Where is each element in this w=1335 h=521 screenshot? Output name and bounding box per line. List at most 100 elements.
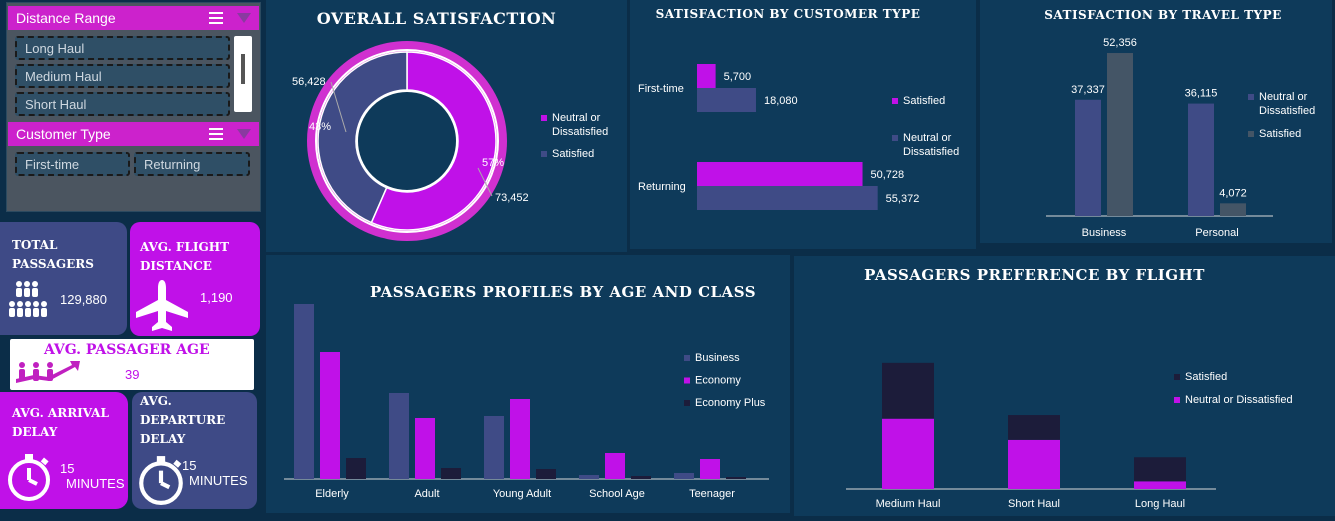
axis-label-adult: Adult xyxy=(414,488,439,500)
legend-label-neutral-or-dissatisfied: Neutral or Dissatisfied xyxy=(552,112,608,138)
flight-preference-chart: Medium Haul Short Haul Long Haul Satisfied N… xyxy=(846,362,1293,510)
legend-swatch-economy-plus xyxy=(684,400,690,406)
data-label-first-time-neutral-or-dissatisfied: 18,080 xyxy=(764,95,798,107)
axis-label-personal: Personal xyxy=(1195,227,1238,239)
legend-swatch-neutral-or-dissatisfied xyxy=(892,135,898,141)
legend-swatch-satisfied xyxy=(1248,131,1254,137)
value-label-satisfied: 56,428 xyxy=(292,76,326,88)
avg-passenger-age-card: AVG. PASSAGER AGE 39 xyxy=(10,339,254,390)
legend-swatch-neutral-or-dissatisfied xyxy=(541,115,547,121)
stopwatch-icon xyxy=(8,454,50,501)
bar-adult-economy-plus xyxy=(441,468,461,479)
slicer-item-long-haul[interactable]: Long Haul xyxy=(15,36,230,60)
total-passengers-value: 129,880 xyxy=(60,292,107,307)
slicer-item-first-time[interactable]: First-time xyxy=(15,152,130,176)
customer-type-chart: First-time 5,700 18,080 Returning 50,728 55,3… xyxy=(638,64,959,210)
axis-label-elderly: Elderly xyxy=(315,488,349,500)
bar-school-age-economy-plus xyxy=(631,476,651,479)
slicer-scrollbar[interactable] xyxy=(234,36,252,112)
legend-swatch-neutral-or-dissatisfied xyxy=(1248,94,1254,100)
legend-label-satisfied: Satisfied xyxy=(903,95,945,107)
axis-label-school-age: School Age xyxy=(589,488,645,500)
avg-flight-distance-label: AVG. FLIGHT DISTANCE xyxy=(140,240,230,273)
clear-filter-icon[interactable] xyxy=(237,129,251,139)
donut-slice-neutral-or-dissatisfied xyxy=(370,51,497,231)
legend-swatch-satisfied xyxy=(892,98,898,104)
axis-label-business: Business xyxy=(1082,227,1127,239)
legend-label-economy-plus: Economy Plus xyxy=(695,397,766,409)
slicer-item-returning[interactable]: Returning xyxy=(134,152,250,176)
bar-long-haul-satisfied xyxy=(1134,457,1186,482)
avg-departure-delay-label: AVG. DEPARTURE DELAY xyxy=(140,394,226,446)
clear-filter-icon[interactable] xyxy=(237,13,251,23)
legend-swatch-satisfied xyxy=(1174,374,1180,380)
avg-flight-distance-value: 1,190 xyxy=(200,290,233,305)
data-label-first-time-satisfied: 5,700 xyxy=(724,71,752,83)
airplane-icon xyxy=(136,280,188,331)
legend-label-neutral-or-dissatisfied: Neutral or Dissatisfied xyxy=(1185,394,1293,406)
bar-returning-satisfied xyxy=(697,162,863,186)
legend-label-neutral-or-dissatisfied: Neutral or Dissatisfied xyxy=(1259,91,1315,117)
bar-personal-satisfied xyxy=(1220,203,1246,216)
bar-personal-neutral-or-dissatisfied xyxy=(1188,103,1214,216)
bar-young-adult-economy xyxy=(510,399,530,479)
bar-adult-economy xyxy=(415,418,435,479)
bar-school-age-economy xyxy=(605,453,625,479)
flight-preference-panel: PASSAGERS PREFERENCE BY FLIGHT Medium Ha… xyxy=(794,256,1335,516)
avg-arrival-delay-value: 15 xyxy=(60,461,75,476)
overall-satisfaction-chart: 73,452 56,428 57% 43% Neutral or Dissatisfied… xyxy=(292,41,608,241)
age-class-title: PASSAGERS PROFILES BY AGE AND CLASS xyxy=(369,283,757,301)
bar-long-haul-neutral-or-dissatisfied xyxy=(1134,481,1186,489)
avg-departure-delay-unit: MINUTES xyxy=(189,473,248,488)
data-label-returning-satisfied: 50,728 xyxy=(871,169,905,181)
bar-elderly-economy-plus xyxy=(346,458,366,479)
axis-label-medium-haul: Medium Haul xyxy=(876,498,941,510)
customer-type-title: Customer Type xyxy=(16,126,111,142)
overall-satisfaction-panel: OVERALL SATISFACTION 73,452 56,428 57% 43% N… xyxy=(266,0,627,252)
stopwatch-icon xyxy=(139,456,183,505)
scrollbar-thumb[interactable] xyxy=(241,54,245,84)
multi-select-icon[interactable] xyxy=(209,128,223,140)
donut-hole xyxy=(356,90,458,192)
bar-teenager-economy xyxy=(700,459,720,479)
legend-label-business: Business xyxy=(695,352,740,364)
slicer-item-medium-haul[interactable]: Medium Haul xyxy=(15,64,230,88)
bar-business-satisfied xyxy=(1107,53,1133,216)
data-label-personal-satisfied: 4,072 xyxy=(1219,187,1247,199)
axis-label-short-haul: Short Haul xyxy=(1008,498,1060,510)
bar-first-time-neutral-or-dissatisfied xyxy=(697,88,756,112)
axis-label-first-time: First-time xyxy=(638,83,684,95)
customer-type-slicer-header: Customer Type xyxy=(8,122,259,146)
distance-range-slicer-header: Distance Range xyxy=(8,6,259,30)
total-passengers-label: TOTAL PASSAGERS xyxy=(12,238,94,271)
travel-type-chart: 37,337 52,356 Business 36,115 4,072 Personal N… xyxy=(1046,37,1315,239)
bar-young-adult-business xyxy=(484,416,504,479)
distance-range-title: Distance Range xyxy=(16,10,116,26)
data-label-business-neutral-or-dissatisfied: 37,337 xyxy=(1071,84,1105,96)
legend-swatch-business xyxy=(684,355,690,361)
percent-label-satisfied: 43% xyxy=(309,121,331,133)
bar-business-neutral-or-dissatisfied xyxy=(1075,99,1101,216)
axis-label-returning: Returning xyxy=(638,181,686,193)
multi-select-icon[interactable] xyxy=(209,12,223,24)
axis-label-teenager: Teenager xyxy=(689,488,735,500)
age-class-chart: Elderly Adult Young Adult School Age Teenage… xyxy=(284,304,769,500)
avg-departure-delay-card: AVG. DEPARTURE DELAY 15 MINUTES xyxy=(132,392,257,509)
bar-short-haul-neutral-or-dissatisfied xyxy=(1008,439,1060,489)
overall-satisfaction-title: OVERALL SATISFACTION xyxy=(316,9,557,28)
avg-arrival-delay-unit: MINUTES xyxy=(66,476,125,491)
leader-line-neutral xyxy=(477,167,493,197)
avg-passenger-age-value: 39 xyxy=(125,367,140,382)
total-passengers-card: TOTAL PASSAGERS 129,880 xyxy=(0,222,127,335)
slicer-item-short-haul[interactable]: Short Haul xyxy=(15,92,230,116)
data-label-business-satisfied: 52,356 xyxy=(1103,37,1137,49)
avg-flight-distance-card: AVG. FLIGHT DISTANCE 1,190 xyxy=(130,222,260,336)
data-label-returning-neutral-or-dissatisfied: 55,372 xyxy=(886,193,920,205)
bar-first-time-satisfied xyxy=(697,64,716,88)
legend-swatch-economy xyxy=(684,377,690,384)
axis-label-young-adult: Young Adult xyxy=(493,488,551,500)
age-class-panel: PASSAGERS PROFILES BY AGE AND CLASS Elde… xyxy=(266,255,790,513)
legend-label-satisfied: Satisfied xyxy=(1259,128,1301,140)
bar-medium-haul-satisfied xyxy=(882,362,934,419)
avg-arrival-delay-card: AVG. ARRIVAL DELAY 15 MINUTES xyxy=(0,392,128,509)
